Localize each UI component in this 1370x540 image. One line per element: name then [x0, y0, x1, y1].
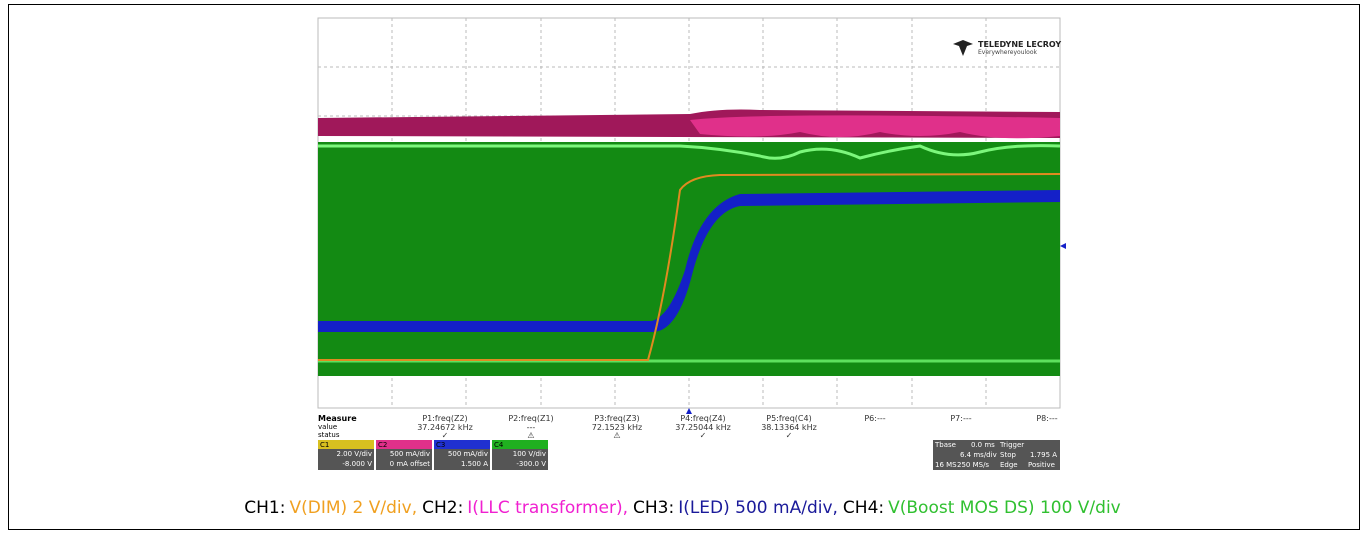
measure-header: Measure	[318, 414, 357, 423]
trigger-marker	[1060, 243, 1066, 249]
caption-label: CH2:	[422, 498, 464, 518]
caption-label: CH1:	[244, 498, 286, 518]
channel-offset: -8.000 V	[342, 460, 372, 468]
param-name: P1:freq(Z2)	[422, 414, 468, 423]
figure-border	[8, 4, 1360, 530]
trigger-label: Trigger	[1000, 441, 1025, 449]
caption-label: CH3:	[632, 498, 675, 518]
timebase-label: Tbase	[935, 441, 956, 449]
logo-brand: TELEDYNE LECROY	[978, 40, 1062, 49]
param-value: 37.25044 kHz	[675, 423, 731, 432]
channel-scale: 2.00 V/div	[336, 450, 373, 458]
timebase-rate: 250 MS/s	[957, 461, 990, 469]
param-status: ⚠	[527, 431, 535, 440]
trigger-mode: Stop	[1000, 451, 1016, 459]
caption-label: CH4:	[842, 498, 885, 518]
channel-scale: 500 mA/div	[389, 450, 430, 458]
channel-id: C2	[376, 440, 432, 449]
param-name: P6:---	[864, 414, 886, 423]
trigger-level: 1.795 A	[1030, 451, 1058, 459]
timebase-delay: 0.0 ms	[971, 441, 995, 449]
param-name: P5:freq(C4)	[766, 414, 812, 423]
channel-panel: C3 500 mA/div 1.500 A	[434, 440, 490, 470]
measure-row-label: value	[318, 423, 338, 431]
param-status: ✓	[699, 431, 707, 440]
param-value: 37.24672 kHz	[417, 423, 473, 432]
param-value: 38.13364 kHz	[761, 423, 817, 432]
channel-id: C3	[434, 440, 490, 449]
caption-text: I(LED) 500 mA/div,	[678, 498, 838, 518]
param-status: ✓	[441, 431, 449, 440]
channel-offset: -300.0 V	[516, 460, 546, 468]
channel-id: C4	[492, 440, 548, 449]
param-name: P4:freq(Z4)	[680, 414, 726, 423]
param-value: 72.1523 kHz	[591, 423, 643, 432]
ch4-envelope	[318, 144, 1061, 160]
timebase-scale: 6.4 ms/div	[960, 451, 997, 459]
timebase-points: 16 MS	[935, 461, 957, 469]
channel-panel: C1 2.00 V/div -8.000 V	[318, 440, 374, 470]
channel-scale: 500 mA/div	[447, 450, 488, 458]
param-name: P3:freq(Z3)	[594, 414, 640, 423]
time-marker	[686, 408, 692, 414]
param-status: ⚠	[613, 431, 621, 440]
logo-icon	[953, 40, 973, 56]
trigger-type: Edge	[1000, 461, 1018, 469]
param-value: ---	[526, 423, 536, 432]
ch2-trace-highlight	[690, 115, 1060, 139]
param-status: ✓	[785, 431, 793, 440]
caption-text: V(DIM) 2 V/div,	[289, 498, 418, 518]
channel-panel: C4 100 V/div -300.0 V	[492, 440, 548, 470]
timebase-panel: Tbase 0.0 ms 6.4 ms/div 16 MS 250 MS/s T…	[933, 440, 1060, 470]
caption-text: V(Boost MOS DS) 100 V/div	[888, 498, 1121, 518]
channel-scale: 100 V/div	[512, 450, 546, 458]
trigger-slope: Positive	[1028, 461, 1055, 469]
logo-tagline: Everywhereyoulook	[978, 49, 1037, 56]
ch1-trace	[318, 173, 1061, 361]
param-name: P2:freq(Z1)	[508, 414, 554, 423]
caption-text: I(LLC transformer),	[467, 498, 628, 518]
param-name: P7:---	[950, 414, 972, 423]
caption: CH1: V(DIM) 2 V/div, CH2: I(LLC transformer…	[0, 498, 1370, 518]
channel-offset: 1.500 A	[460, 460, 488, 468]
measure-row-label: status	[318, 431, 340, 439]
param-name: P8:---	[1036, 414, 1058, 423]
scope-screen	[317, 17, 1066, 414]
channel-panel: C2 500 mA/div 0 mA offset	[376, 440, 432, 470]
channel-id: C1	[318, 440, 374, 449]
ch3-trace	[318, 190, 1060, 332]
channel-offset: 0 mA offset	[389, 460, 430, 468]
